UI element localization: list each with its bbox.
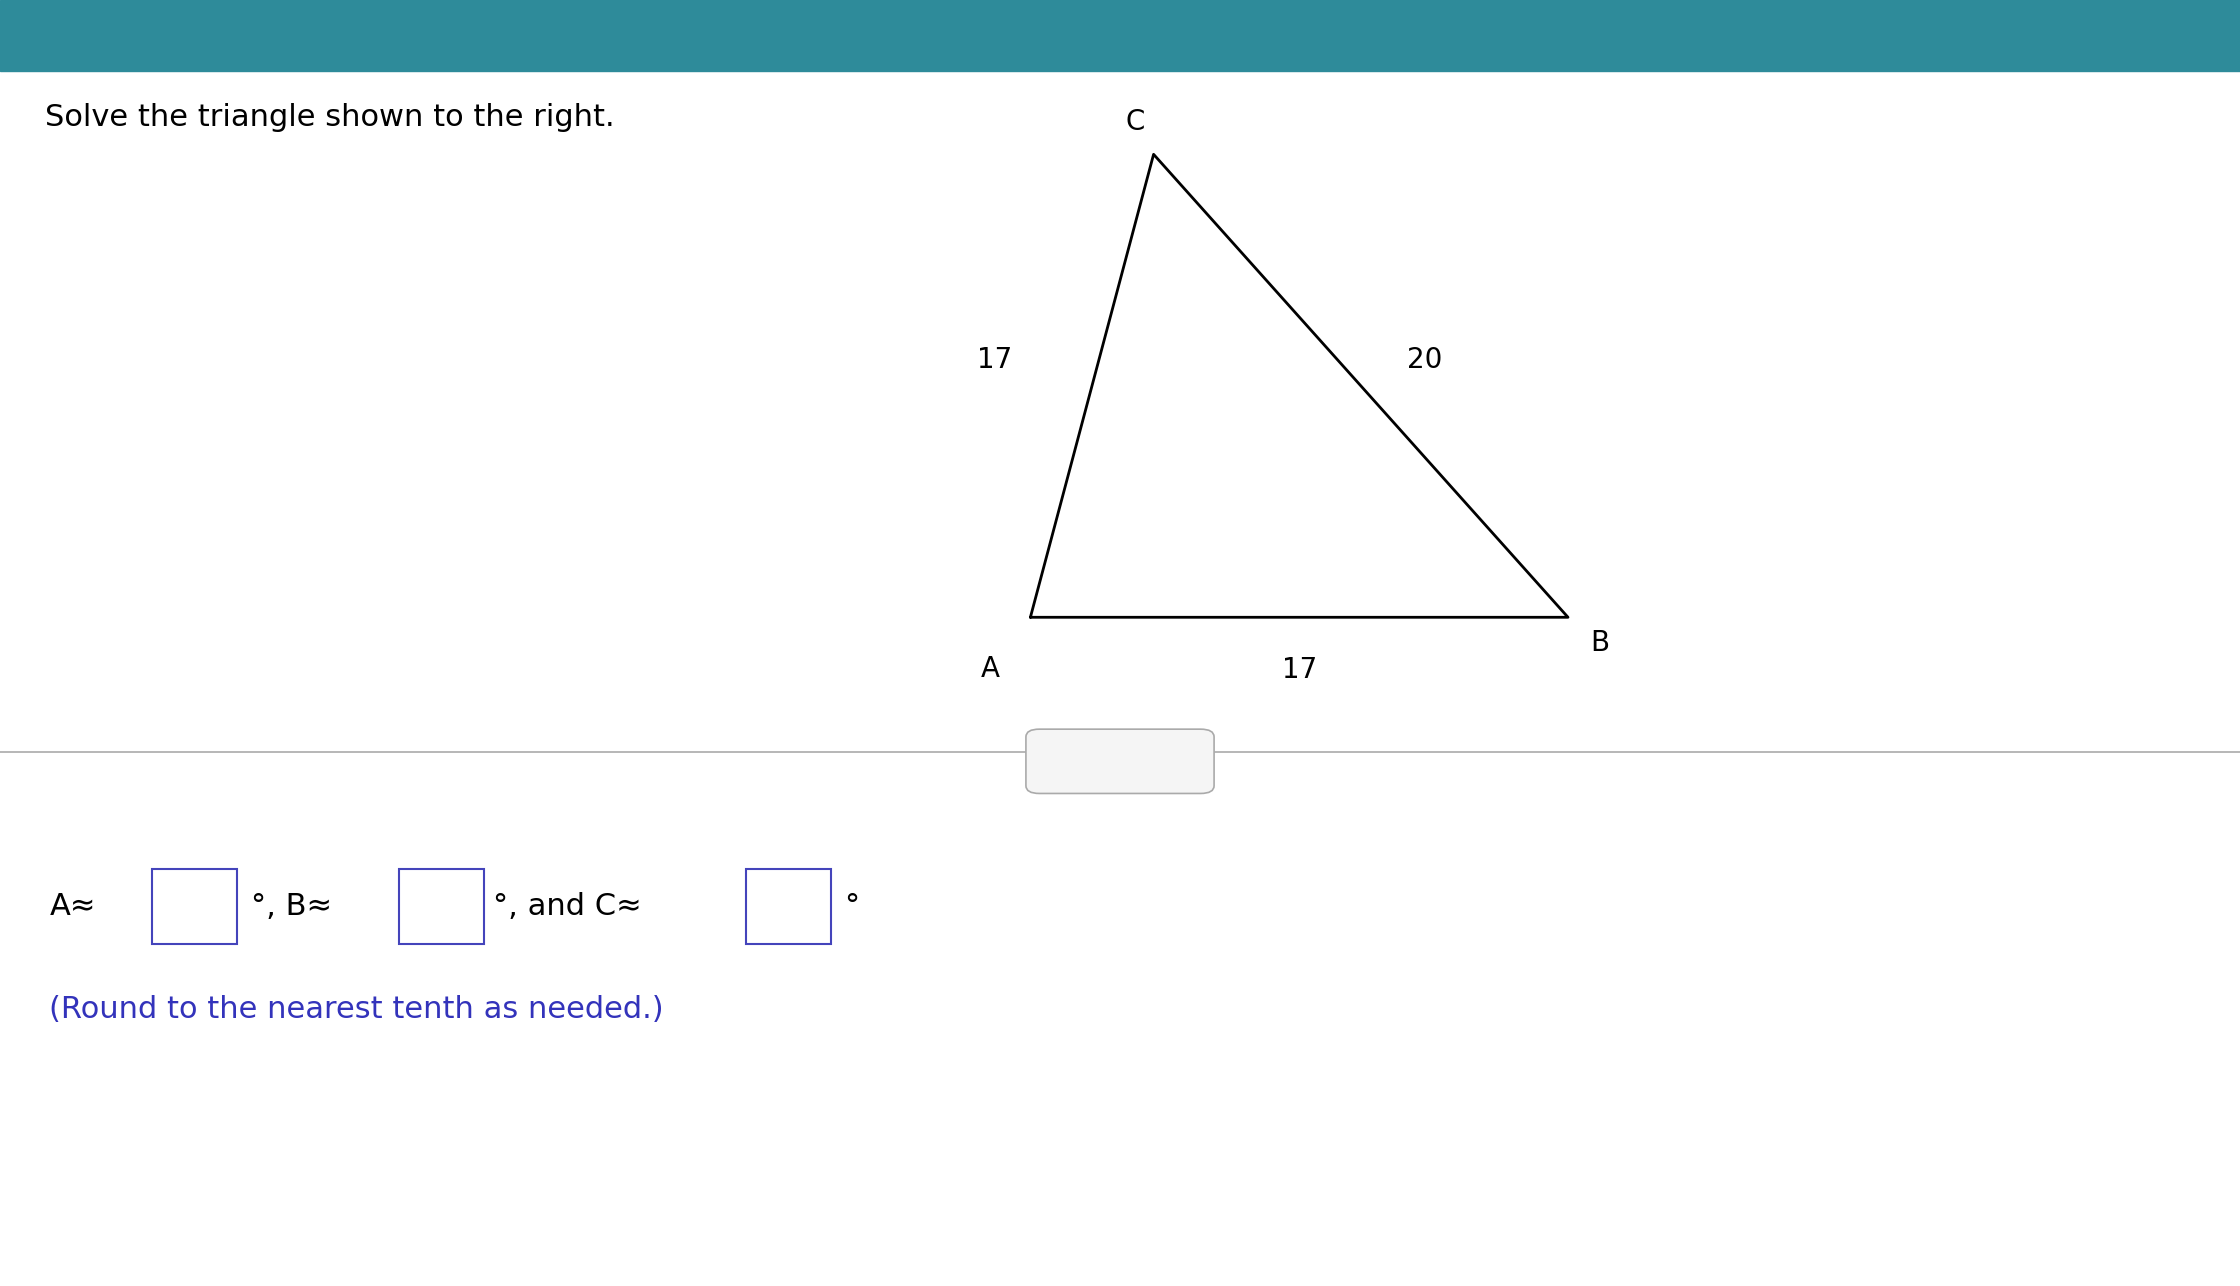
Text: °, B≈: °, B≈ <box>251 892 332 921</box>
FancyBboxPatch shape <box>746 869 831 944</box>
Bar <box>0 0 2240 71</box>
FancyBboxPatch shape <box>399 869 484 944</box>
Text: 17: 17 <box>1281 656 1317 684</box>
Text: °, and C≈: °, and C≈ <box>493 892 641 921</box>
Text: A≈: A≈ <box>49 892 96 921</box>
Text: A: A <box>981 655 999 683</box>
FancyBboxPatch shape <box>152 869 237 944</box>
Text: (Round to the nearest tenth as needed.): (Round to the nearest tenth as needed.) <box>49 995 663 1024</box>
Text: 20: 20 <box>1407 346 1443 374</box>
Text: B: B <box>1590 629 1608 657</box>
Text: 17: 17 <box>977 346 1012 374</box>
FancyBboxPatch shape <box>1026 729 1214 793</box>
Text: °: ° <box>844 892 860 921</box>
Text: Solve the triangle shown to the right.: Solve the triangle shown to the right. <box>45 103 614 132</box>
Text: ...: ... <box>1111 752 1129 770</box>
Text: C: C <box>1127 108 1145 136</box>
